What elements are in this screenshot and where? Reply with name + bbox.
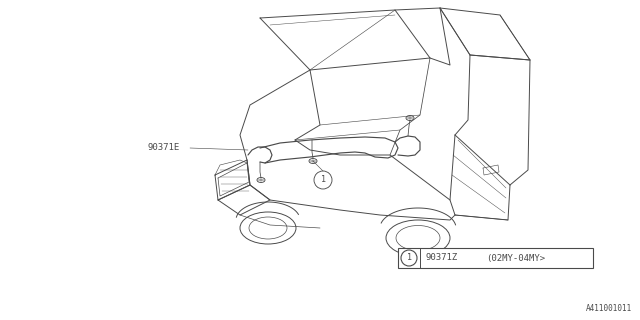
Text: 1: 1	[321, 175, 326, 185]
Text: A411001011: A411001011	[586, 304, 632, 313]
Text: 90371Z: 90371Z	[426, 253, 458, 262]
Text: 90371E: 90371E	[148, 143, 180, 153]
Text: 1: 1	[406, 253, 412, 262]
Text: (02MY-04MY>: (02MY-04MY>	[486, 253, 545, 262]
Bar	[398, 248, 593, 268]
